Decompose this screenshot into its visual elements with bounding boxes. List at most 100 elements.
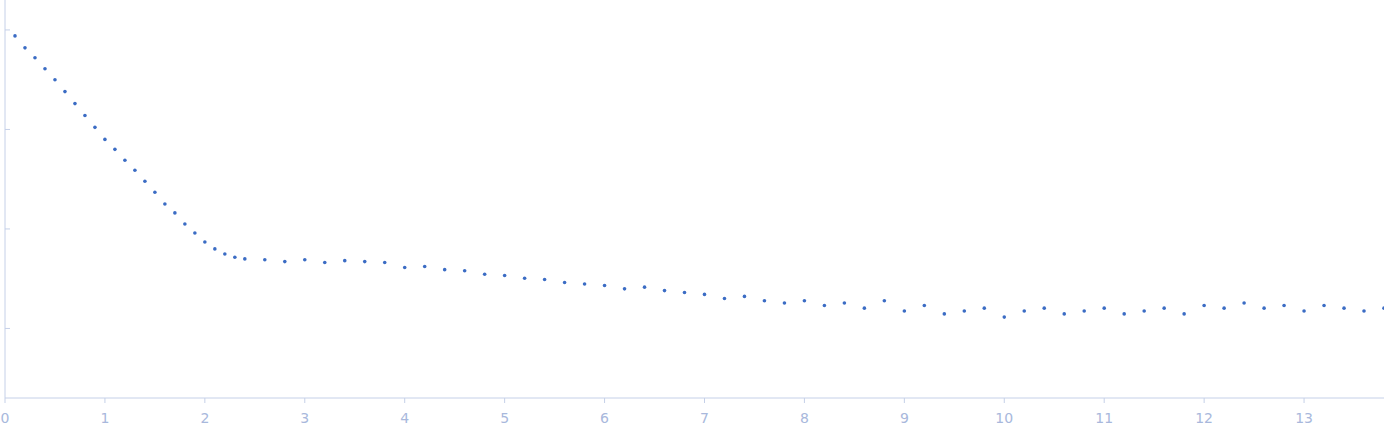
point — [603, 284, 607, 288]
point — [1282, 304, 1286, 308]
point — [183, 222, 187, 226]
x-tick-label: 10 — [995, 410, 1013, 426]
point — [923, 304, 927, 308]
y-tick — [5, 129, 10, 130]
x-tick-label: 12 — [1195, 410, 1213, 426]
point — [33, 56, 37, 60]
point — [563, 281, 567, 285]
x-tick — [404, 398, 405, 403]
point — [843, 301, 847, 305]
x-tick — [1304, 398, 1305, 403]
point — [723, 297, 727, 301]
point — [783, 301, 787, 305]
point — [863, 306, 867, 310]
x-tick-label: 3 — [300, 410, 309, 426]
point — [363, 260, 367, 264]
x-tick-label: 1 — [100, 410, 109, 426]
point — [343, 259, 347, 263]
chart: 012345678910111213 — [0, 0, 1384, 437]
point — [543, 278, 547, 282]
point — [1302, 309, 1306, 313]
x-tick — [1104, 398, 1105, 403]
point — [483, 273, 487, 277]
point — [1162, 306, 1166, 310]
point — [93, 126, 97, 130]
point — [123, 158, 127, 162]
point — [583, 282, 587, 286]
point — [283, 260, 287, 264]
point — [193, 231, 197, 235]
x-tick-label: 8 — [800, 410, 809, 426]
point — [1342, 306, 1346, 310]
point — [883, 299, 887, 303]
point — [1022, 309, 1026, 313]
point — [443, 268, 447, 272]
y-axis — [5, 0, 6, 398]
point — [1202, 304, 1206, 308]
point — [103, 138, 107, 142]
point — [73, 102, 77, 106]
point — [1062, 312, 1066, 316]
point — [803, 299, 807, 303]
point — [743, 295, 747, 299]
point — [1322, 304, 1326, 308]
point — [63, 90, 67, 94]
point — [213, 247, 217, 251]
point — [763, 299, 767, 303]
y-tick — [5, 228, 10, 229]
point — [1222, 306, 1226, 310]
x-tick — [704, 398, 705, 403]
point — [303, 258, 307, 262]
point — [83, 114, 87, 118]
point — [703, 293, 707, 297]
point — [23, 46, 27, 50]
point — [1242, 301, 1246, 305]
point — [943, 312, 947, 316]
point — [463, 269, 467, 273]
x-tick — [104, 398, 105, 403]
point — [503, 274, 507, 278]
y-tick — [5, 29, 10, 30]
point — [903, 309, 907, 313]
point — [1382, 306, 1384, 310]
x-tick — [304, 398, 305, 403]
data-points — [13, 34, 1384, 319]
x-tick-label: 4 — [400, 410, 409, 426]
point — [963, 309, 967, 313]
point — [113, 148, 117, 152]
x-axis — [5, 398, 1384, 399]
point — [263, 258, 267, 262]
point — [1002, 315, 1006, 319]
point — [323, 261, 327, 265]
point — [683, 291, 687, 295]
y-tick — [5, 328, 10, 329]
point — [233, 255, 237, 259]
x-tick — [504, 398, 505, 403]
point — [383, 261, 387, 265]
x-tick-label: 2 — [200, 410, 209, 426]
point — [53, 78, 57, 82]
point — [133, 168, 137, 172]
point — [1102, 306, 1106, 310]
x-tick — [204, 398, 205, 403]
x-tick — [1204, 398, 1205, 403]
x-tick-label: 0 — [1, 410, 10, 426]
point — [643, 285, 647, 289]
point — [163, 202, 167, 206]
x-tick-label: 6 — [600, 410, 609, 426]
point — [243, 257, 247, 261]
point — [403, 266, 407, 270]
point — [223, 252, 227, 256]
x-tick-label: 13 — [1295, 410, 1313, 426]
point — [43, 67, 47, 71]
point — [1262, 306, 1266, 310]
point — [982, 306, 986, 310]
x-tick — [904, 398, 905, 403]
point — [143, 179, 147, 183]
x-tick — [604, 398, 605, 403]
point — [623, 287, 627, 291]
point — [423, 265, 427, 269]
point — [13, 34, 17, 38]
x-tick — [5, 398, 6, 403]
point — [173, 211, 177, 215]
